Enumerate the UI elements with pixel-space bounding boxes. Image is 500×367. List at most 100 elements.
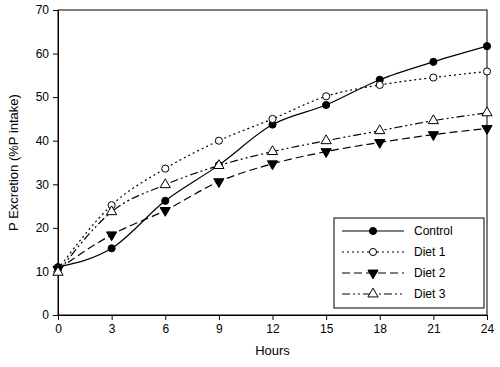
- tick: 15: [320, 315, 334, 336]
- tick-mark: [53, 54, 58, 55]
- series-line: [58, 46, 487, 267]
- tick: 0: [55, 315, 62, 336]
- tick-label: 0: [55, 322, 62, 336]
- marker: [107, 206, 117, 215]
- plot: 0 3 6 9 12 15 18 21 24 0 10 20 30 40 50 60 70 Control Diet…: [36, 3, 495, 335]
- tick-label: 40: [36, 134, 50, 148]
- tick-label: 12: [266, 322, 280, 336]
- marker: [428, 132, 438, 141]
- tick-label: 6: [162, 322, 169, 336]
- tick-mark: [53, 184, 58, 185]
- marker: [323, 93, 330, 100]
- legend-label: Diet 3: [414, 287, 446, 301]
- tick: 70: [36, 3, 58, 17]
- tick-mark: [487, 315, 488, 320]
- legend-item: Diet 1: [342, 245, 446, 259]
- tick-mark: [165, 315, 166, 320]
- marker: [53, 266, 63, 275]
- marker: [428, 115, 438, 124]
- tick: 21: [427, 315, 441, 336]
- tick: 9: [216, 315, 223, 336]
- plot-frame: [58, 10, 487, 315]
- tick-mark: [326, 315, 327, 320]
- legend-item: Control: [342, 224, 453, 238]
- marker: [375, 140, 385, 149]
- marker: [430, 58, 437, 65]
- tick-label: 30: [36, 178, 50, 192]
- legend-item: Diet 3: [342, 287, 446, 301]
- tick-label: 70: [36, 3, 50, 17]
- marker: [215, 137, 222, 144]
- legend-label: Control: [414, 224, 453, 238]
- tick-mark: [53, 228, 58, 229]
- marker: [269, 115, 276, 122]
- tick-mark: [53, 97, 58, 98]
- x-axis: 0 3 6 9 12 15 18 21 24: [55, 315, 494, 336]
- legend-marker: [369, 248, 376, 255]
- legend-marker: [368, 270, 378, 279]
- tick: 50: [36, 90, 58, 104]
- marker: [267, 161, 277, 170]
- marker: [214, 179, 224, 188]
- legend-marker: [368, 288, 378, 297]
- tick-mark: [380, 315, 381, 320]
- tick-mark: [273, 315, 274, 320]
- tick: 18: [374, 315, 388, 336]
- tick-label: 15: [320, 322, 334, 336]
- marker: [321, 149, 331, 158]
- marker: [214, 160, 224, 169]
- legend-label: Diet 2: [414, 266, 446, 280]
- marker: [376, 81, 383, 88]
- legend-box: [334, 218, 484, 308]
- marker: [162, 197, 169, 204]
- tick: 30: [36, 178, 58, 192]
- chart: 0 3 6 9 12 15 18 21 24 0 10 20 30 40 50 60 70 Control Diet…: [0, 0, 500, 367]
- x-axis-title: Hours: [255, 343, 290, 358]
- tick-label: 24: [481, 322, 495, 336]
- marker: [108, 245, 115, 252]
- marker: [53, 266, 63, 275]
- tick-label: 60: [36, 47, 50, 61]
- tick-label: 0: [42, 308, 49, 322]
- marker: [483, 68, 490, 75]
- tick: 40: [36, 134, 58, 148]
- legend-marker: [369, 227, 376, 234]
- tick: 12: [266, 315, 280, 336]
- axis-line: [59, 316, 488, 321]
- marker: [483, 43, 490, 50]
- tick-label: 21: [427, 322, 441, 336]
- tick: 6: [162, 315, 169, 336]
- tick-mark: [53, 141, 58, 142]
- marker: [267, 146, 277, 155]
- tick-label: 18: [374, 322, 388, 336]
- tick-mark: [433, 315, 434, 320]
- marker: [107, 232, 117, 241]
- legend-label: Diet 1: [414, 245, 446, 259]
- marker: [160, 179, 170, 188]
- tick-label: 10: [36, 265, 50, 279]
- marker: [375, 125, 385, 134]
- legend-item: Diet 2: [342, 266, 446, 280]
- tick: 24: [481, 315, 495, 336]
- tick: 20: [36, 221, 58, 235]
- tick-label: 50: [36, 90, 50, 104]
- tick-mark: [219, 315, 220, 320]
- series-line: [58, 113, 487, 272]
- marker: [162, 165, 169, 172]
- series-line: [58, 129, 487, 270]
- marker: [323, 101, 330, 108]
- y-axis-title: P Excretion (%P intake): [6, 94, 21, 231]
- marker: [160, 207, 170, 216]
- tick-mark: [53, 10, 58, 11]
- tick-label: 3: [109, 322, 116, 336]
- marker: [321, 135, 331, 144]
- tick-mark: [53, 315, 58, 316]
- tick: 60: [36, 47, 58, 61]
- tick: 0: [42, 308, 58, 322]
- tick-label: 9: [216, 322, 223, 336]
- tick-mark: [112, 315, 113, 320]
- marker: [482, 107, 492, 116]
- legend: Control Diet 1 Diet 2 Diet 3: [334, 218, 484, 308]
- tick-label: 20: [36, 221, 50, 235]
- marker: [430, 74, 437, 81]
